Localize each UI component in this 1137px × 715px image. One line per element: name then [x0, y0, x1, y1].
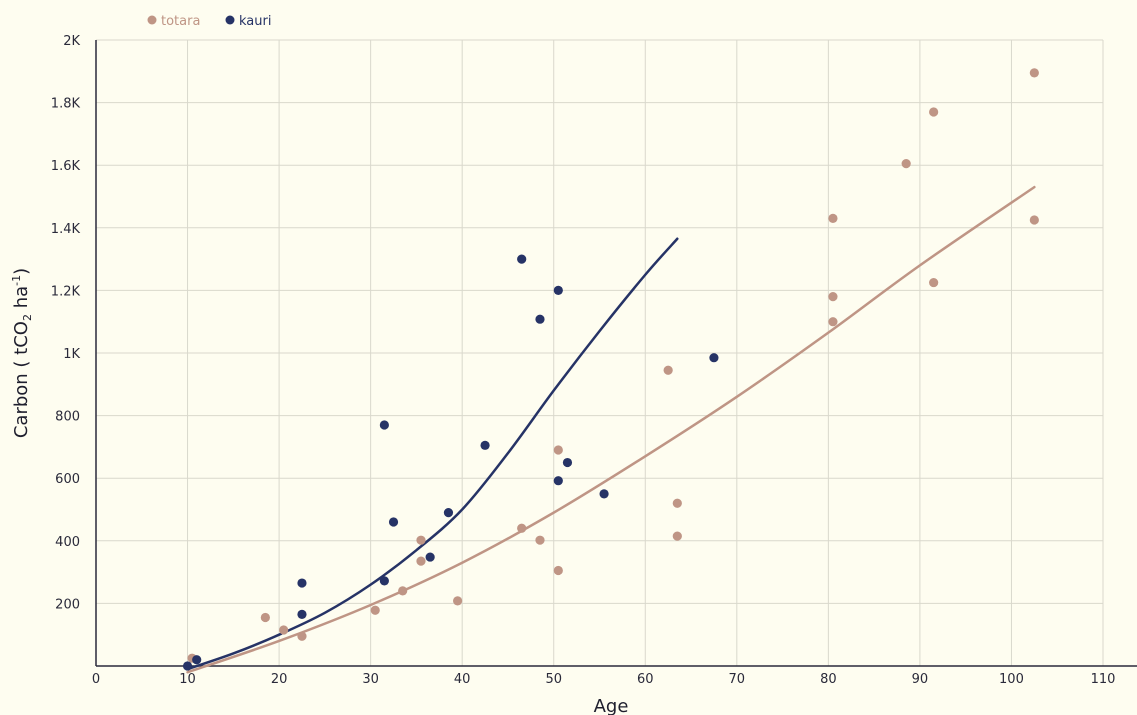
- x-tick-label: 40: [454, 672, 471, 687]
- x-tick-label: 100: [999, 672, 1024, 687]
- kauri-point: [709, 353, 719, 363]
- x-axis-label: Age: [594, 696, 629, 715]
- totara-point: [1029, 68, 1039, 78]
- kauri-point: [517, 254, 527, 264]
- totara-point: [828, 292, 838, 302]
- y-tick-label: 1.6K: [51, 159, 81, 174]
- kauri-point: [425, 552, 435, 562]
- kauri-legend-marker: [225, 15, 235, 25]
- kauri-legend-label: kauri: [239, 14, 271, 29]
- x-tick-label: 30: [362, 672, 379, 687]
- x-tick-label: 0: [92, 672, 100, 687]
- kauri-point: [388, 517, 399, 527]
- kauri-point: [379, 576, 389, 586]
- trend-lines: [186, 185, 1036, 674]
- kauri-point: [379, 420, 389, 430]
- kauri-point: [599, 489, 609, 499]
- kauri-point: [553, 285, 563, 295]
- totara-point: [929, 107, 939, 117]
- kauri-point: [535, 314, 545, 324]
- kauri-trend-line: [186, 237, 679, 671]
- x-tick-label: 90: [912, 672, 929, 687]
- y-tick-label: 1.2K: [51, 284, 81, 299]
- totara-point: [416, 556, 426, 566]
- totara-point: [663, 365, 673, 375]
- totara-point: [1029, 215, 1039, 225]
- totara-point: [416, 535, 426, 545]
- totara-legend-label: totara: [161, 14, 200, 29]
- totara-point: [535, 535, 545, 545]
- y-axis-label: Carbon ( tCO2 ha-1): [10, 268, 34, 438]
- x-tick-label: 20: [271, 672, 288, 687]
- kauri-point: [443, 508, 454, 518]
- x-tick-label: 70: [729, 672, 746, 687]
- x-tick-label: 50: [545, 672, 562, 687]
- x-tick-label: 60: [637, 672, 654, 687]
- kauri-point: [480, 440, 490, 450]
- totara-point: [929, 277, 939, 288]
- totara-point: [453, 596, 463, 606]
- totara-point: [553, 445, 563, 455]
- legend: totara kauri: [147, 14, 271, 29]
- grid: [96, 39, 1104, 666]
- totara-point: [370, 605, 380, 615]
- totara-point: [279, 625, 289, 635]
- x-tick-label: 80: [820, 672, 837, 687]
- kauri-point: [562, 457, 573, 468]
- kauri-point: [553, 476, 563, 486]
- kauri-point: [182, 661, 193, 671]
- axes: 0 10 20 30 40 50 60 70 80 90 100 110 200 400 600 800 1K 1…: [51, 34, 1137, 687]
- y-tick-label: 600: [55, 472, 80, 487]
- x-tick-label: 110: [1091, 672, 1116, 687]
- y-tick-label: 2K: [63, 34, 80, 49]
- totara-point: [672, 531, 682, 541]
- totara-point: [553, 565, 563, 576]
- y-tick-label: 1.4K: [51, 222, 81, 237]
- totara-point: [517, 523, 527, 533]
- y-tick-label: 400: [55, 535, 80, 550]
- totara-trend-line: [186, 185, 1036, 674]
- y-tick-label: 200: [55, 597, 80, 612]
- y-tick-label: 800: [55, 410, 80, 425]
- kauri-point: [192, 655, 202, 665]
- totara-point: [828, 213, 838, 224]
- data-points: [182, 68, 1039, 671]
- y-tick-label: 1K: [63, 347, 80, 362]
- x-tick-label: 10: [179, 672, 196, 687]
- totara-point: [828, 317, 838, 327]
- totara-point: [260, 612, 270, 623]
- totara-point: [901, 159, 911, 169]
- totara-point: [672, 498, 682, 508]
- totara-point: [398, 586, 408, 596]
- kauri-point: [297, 578, 307, 588]
- totara-point: [297, 631, 307, 641]
- y-tick-label: 1.8K: [51, 97, 81, 112]
- totara-legend-marker: [147, 15, 157, 25]
- kauri-point: [297, 609, 307, 619]
